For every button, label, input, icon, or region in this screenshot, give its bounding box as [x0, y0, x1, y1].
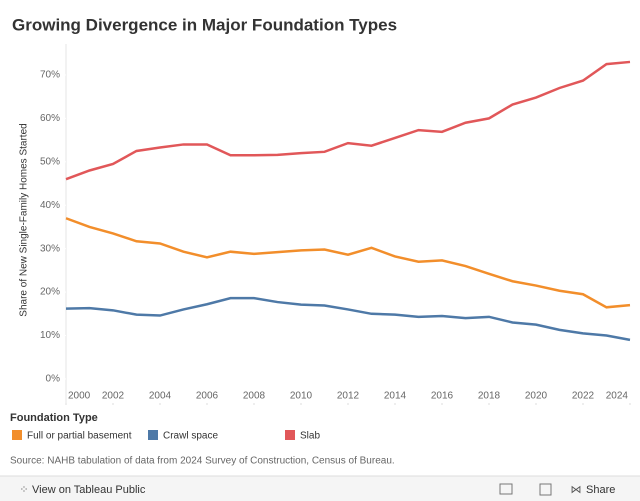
y-axis-label: Share of New Single-Family Homes Started: [19, 123, 30, 316]
series-line: [65, 296, 631, 342]
y-tick-label: 30%: [40, 243, 60, 254]
series-line: [65, 60, 631, 181]
x-tick-label: 2020: [525, 391, 548, 402]
legend-label: Slab: [300, 431, 320, 442]
legend-swatch: [12, 430, 22, 440]
x-tick-label: 2012: [337, 391, 360, 402]
x-tick-label: 2010: [290, 391, 313, 402]
y-tick-label: 60%: [40, 113, 60, 124]
share-icon[interactable]: ⋈: [571, 484, 582, 496]
series-line: [65, 217, 631, 309]
x-tick-label: 2008: [243, 391, 266, 402]
x-tick-label: 2022: [572, 391, 595, 402]
x-tick-label: 2024: [606, 391, 629, 402]
x-tick-label: 2018: [478, 391, 501, 402]
x-tick-label: 2004: [149, 391, 172, 402]
x-tick-label: 2000: [68, 391, 91, 402]
x-tick-label: 2002: [102, 391, 125, 402]
share-button[interactable]: Share: [586, 484, 615, 496]
view-link[interactable]: View on Tableau Public: [32, 484, 146, 496]
legend-label: Full or partial basement: [27, 431, 132, 442]
toolbar: [0, 476, 640, 501]
y-tick-label: 0%: [46, 374, 61, 385]
x-tick-label: 2014: [384, 391, 407, 402]
y-tick-label: 40%: [40, 200, 60, 211]
legend-swatch: [148, 430, 158, 440]
y-tick-label: 50%: [40, 156, 60, 167]
legend-label: Crawl space: [163, 431, 218, 442]
y-tick-label: 20%: [40, 287, 60, 298]
view-icon[interactable]: ⁘: [19, 484, 28, 496]
chart-title: Growing Divergence in Major Foundation T…: [12, 15, 397, 34]
source-note: Source: NAHB tabulation of data from 202…: [10, 456, 395, 467]
y-tick-label: 70%: [40, 70, 60, 81]
y-tick-label: 10%: [40, 330, 60, 341]
fullscreen-icon[interactable]: [539, 483, 552, 496]
x-tick-label: 2016: [431, 391, 454, 402]
legend-title: Foundation Type: [10, 412, 98, 424]
x-tick-label: 2006: [196, 391, 219, 402]
download-icon[interactable]: [499, 483, 513, 495]
legend-swatch: [285, 430, 295, 440]
